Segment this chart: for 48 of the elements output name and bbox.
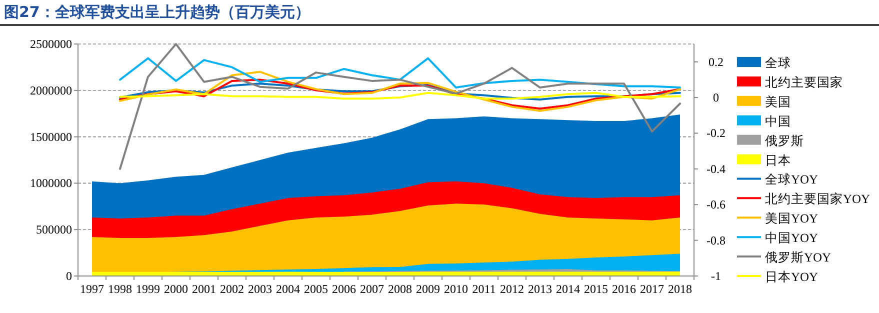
legend-label: 美国YOY (765, 210, 818, 226)
legend-label: 中国 (765, 114, 791, 128)
x-tick-label: 2004 (276, 282, 300, 296)
x-tick-label: 1997 (80, 282, 104, 296)
chart-title: 图27：全球军费支出呈上升趋势（百万美元） (4, 3, 310, 21)
y2-tick-label: -0.4 (706, 162, 726, 176)
x-tick-label: 2007 (360, 282, 384, 296)
x-tick-label: 2014 (556, 282, 580, 296)
y2-tick-label: -1 (711, 269, 721, 283)
y2-tick-label: -0.8 (706, 233, 726, 248)
x-tick-label: 2016 (612, 282, 636, 296)
y2-tick-label: 0 (713, 90, 719, 105)
y2-tick-label: -0.6 (706, 198, 726, 212)
legend-label: 俄罗斯 (765, 134, 804, 148)
x-tick-label: 2000 (164, 282, 188, 296)
legend-label: 日本 (765, 153, 791, 168)
y2-tick-label: -0.2 (706, 126, 726, 140)
y-tick-label: 2500000 (30, 37, 72, 51)
y-tick-label: 0 (66, 269, 72, 283)
legend-label: 中国YOY (765, 231, 818, 246)
x-tick-label: 2011 (472, 282, 496, 296)
x-tick-label: 2017 (640, 282, 664, 296)
y-tick-label: 500000 (36, 222, 72, 237)
legend-label: 北约主要国家YOY (765, 191, 870, 206)
x-tick-label: 1999 (136, 282, 160, 296)
y2-tick-label: 0.2 (708, 54, 724, 69)
legend-label: 俄罗斯YOY (765, 250, 832, 265)
x-tick-label: 2012 (500, 282, 524, 296)
legend-label: 日本YOY (765, 270, 818, 284)
x-tick-label: 2013 (528, 282, 552, 296)
x-tick-label: 2009 (416, 282, 440, 296)
x-tick-label: 2015 (584, 282, 608, 296)
x-tick-label: 2001 (192, 282, 216, 296)
legend-label: 全球YOY (765, 172, 818, 187)
x-tick-label: 2008 (388, 282, 412, 296)
x-tick-label: 1998 (108, 282, 132, 296)
x-tick-label: 2018 (668, 282, 692, 296)
x-tick-label: 2006 (332, 282, 356, 296)
x-tick-label: 2005 (304, 282, 328, 296)
x-tick-label: 2003 (248, 282, 272, 296)
y-tick-label: 2000000 (30, 83, 72, 98)
legend-label: 美国 (765, 94, 791, 109)
y-tick-label: 1000000 (30, 176, 72, 190)
y-tick-label: 1500000 (30, 130, 72, 144)
legend-label: 北约主要国家 (765, 74, 843, 90)
x-tick-label: 2002 (220, 282, 244, 296)
legend-label: 全球 (765, 56, 791, 70)
x-tick-label: 2010 (444, 282, 468, 296)
